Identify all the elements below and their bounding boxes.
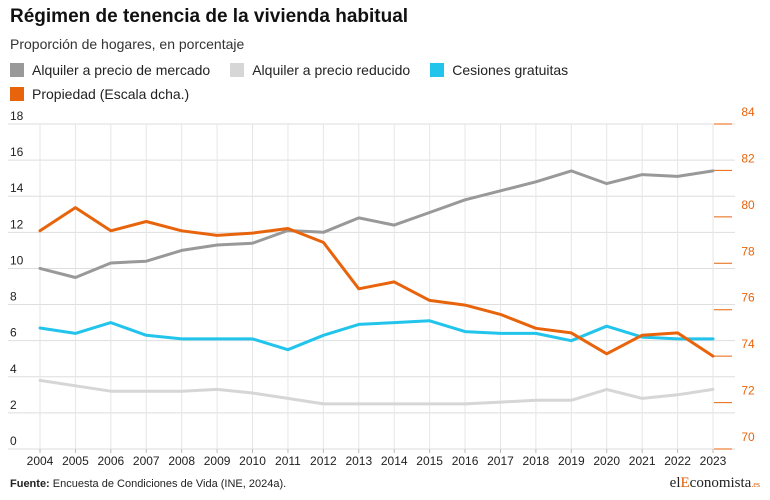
left-axis-tick-label: 16 xyxy=(10,145,24,159)
right-axis-tick-label: 70 xyxy=(741,430,755,444)
series-line-free-cession xyxy=(38,319,715,352)
legend-label-market-rent: Alquiler a precio de mercado xyxy=(32,62,211,78)
x-axis-tick-label: 2009 xyxy=(204,454,231,468)
left-axis-tick-label: 2 xyxy=(10,398,17,412)
series-line-market-rent xyxy=(38,169,715,279)
legend-item-ownership: Propiedad (Escala dcha.) xyxy=(10,86,189,102)
legend-swatch-ownership xyxy=(10,87,24,101)
x-axis-tick-label: 2022 xyxy=(664,454,691,468)
x-axis-tick-label: 2004 xyxy=(27,454,54,468)
left-axis-tick-label: 6 xyxy=(10,326,17,340)
left-axis-tick-label: 0 xyxy=(10,434,17,448)
x-axis-tick-label: 2018 xyxy=(523,454,550,468)
right-axis-tick-label: 80 xyxy=(741,198,755,212)
publisher-logo: elEconomista.es xyxy=(669,475,760,491)
chart-title: Régimen de tenencia de la vivienda habit… xyxy=(10,6,409,27)
x-axis-tick-label: 2011 xyxy=(275,454,301,468)
x-axis-tick-label: 2006 xyxy=(97,454,124,468)
right-axis-tick-label: 84 xyxy=(741,105,755,119)
left-axis-tick-label: 10 xyxy=(10,253,24,267)
legend-swatch-free-cession xyxy=(430,63,445,77)
legend-label-reduced-rent: Alquiler a precio reducido xyxy=(252,62,411,78)
right-axis-tick-label: 74 xyxy=(741,337,755,351)
x-axis-tick-label: 2015 xyxy=(416,454,443,468)
left-axis-tick-label: 18 xyxy=(10,109,24,123)
x-axis-tick-label: 2008 xyxy=(168,454,195,468)
chart-subtitle: Proporción de hogares, en porcentaje xyxy=(10,36,245,52)
x-axis-tick-label: 2010 xyxy=(239,454,266,468)
source-note: Fuente: Encuesta de Condiciones de Vida … xyxy=(10,478,286,490)
chart-legend: Alquiler a precio de mercado Alquiler a … xyxy=(10,58,750,106)
legend-item-market-rent: Alquiler a precio de mercado xyxy=(10,62,210,78)
legend-swatch-market-rent xyxy=(10,63,24,77)
x-axis-tick-label: 2012 xyxy=(310,454,337,468)
right-axis-tick-label: 76 xyxy=(741,291,755,305)
x-axis-tick-label: 2005 xyxy=(62,454,89,468)
x-axis-tick-label: 2014 xyxy=(381,454,408,468)
x-axis-tick-label: 2023 xyxy=(700,454,727,468)
right-axis-tick-label: 78 xyxy=(741,244,755,258)
x-axis-tick-label: 2019 xyxy=(558,454,585,468)
right-axis-tick-label: 72 xyxy=(741,384,755,398)
left-axis-tick-label: 8 xyxy=(10,290,17,304)
series-line-ownership xyxy=(38,206,715,358)
series-line-reduced-rent xyxy=(38,378,715,406)
x-axis-tick-label: 2017 xyxy=(487,454,514,468)
x-axis-tick-label: 2016 xyxy=(452,454,479,468)
legend-label-ownership: Propiedad (Escala dcha.) xyxy=(32,86,190,102)
right-axis-tick-label: 82 xyxy=(741,151,755,165)
legend-swatch-reduced-rent xyxy=(230,63,245,77)
legend-item-free-cession: Cesiones gratuitas xyxy=(430,62,568,78)
left-axis-tick-label: 14 xyxy=(10,181,24,195)
source-text: Encuesta de Condiciones de Vida (INE, 20… xyxy=(52,478,287,490)
legend-label-free-cession: Cesiones gratuitas xyxy=(452,62,569,78)
x-axis-tick-label: 2020 xyxy=(593,454,620,468)
x-axis-tick-label: 2013 xyxy=(345,454,372,468)
left-axis-tick-label: 12 xyxy=(10,217,24,231)
x-axis-tick-label: 2021 xyxy=(629,454,656,468)
left-axis-tick-label: 4 xyxy=(10,362,17,376)
legend-item-reduced-rent: Alquiler a precio reducido xyxy=(230,62,410,78)
x-axis-tick-label: 2007 xyxy=(133,454,160,468)
source-label: Fuente: xyxy=(10,478,50,490)
